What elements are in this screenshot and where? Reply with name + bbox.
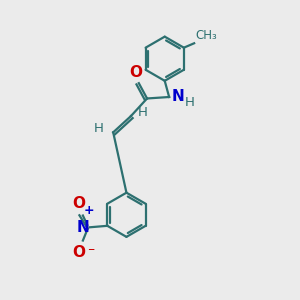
Text: N: N bbox=[172, 89, 184, 104]
Text: +: + bbox=[84, 204, 94, 217]
Text: H: H bbox=[138, 106, 148, 119]
Text: O: O bbox=[73, 196, 85, 211]
Text: O: O bbox=[129, 64, 142, 80]
Text: O: O bbox=[73, 245, 85, 260]
Text: ⁻: ⁻ bbox=[87, 245, 95, 259]
Text: CH₃: CH₃ bbox=[195, 29, 217, 42]
Text: N: N bbox=[76, 220, 89, 235]
Text: H: H bbox=[184, 96, 194, 109]
Text: H: H bbox=[94, 122, 104, 135]
